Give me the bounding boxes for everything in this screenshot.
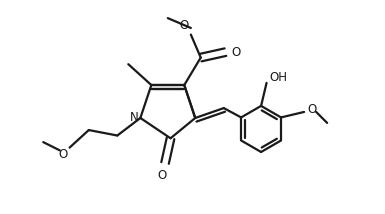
Text: O: O <box>308 103 317 116</box>
Text: O: O <box>232 46 241 59</box>
Text: OH: OH <box>270 71 288 84</box>
Text: N: N <box>129 111 138 125</box>
Text: O: O <box>59 148 68 161</box>
Text: O: O <box>180 19 189 32</box>
Text: O: O <box>158 169 167 181</box>
